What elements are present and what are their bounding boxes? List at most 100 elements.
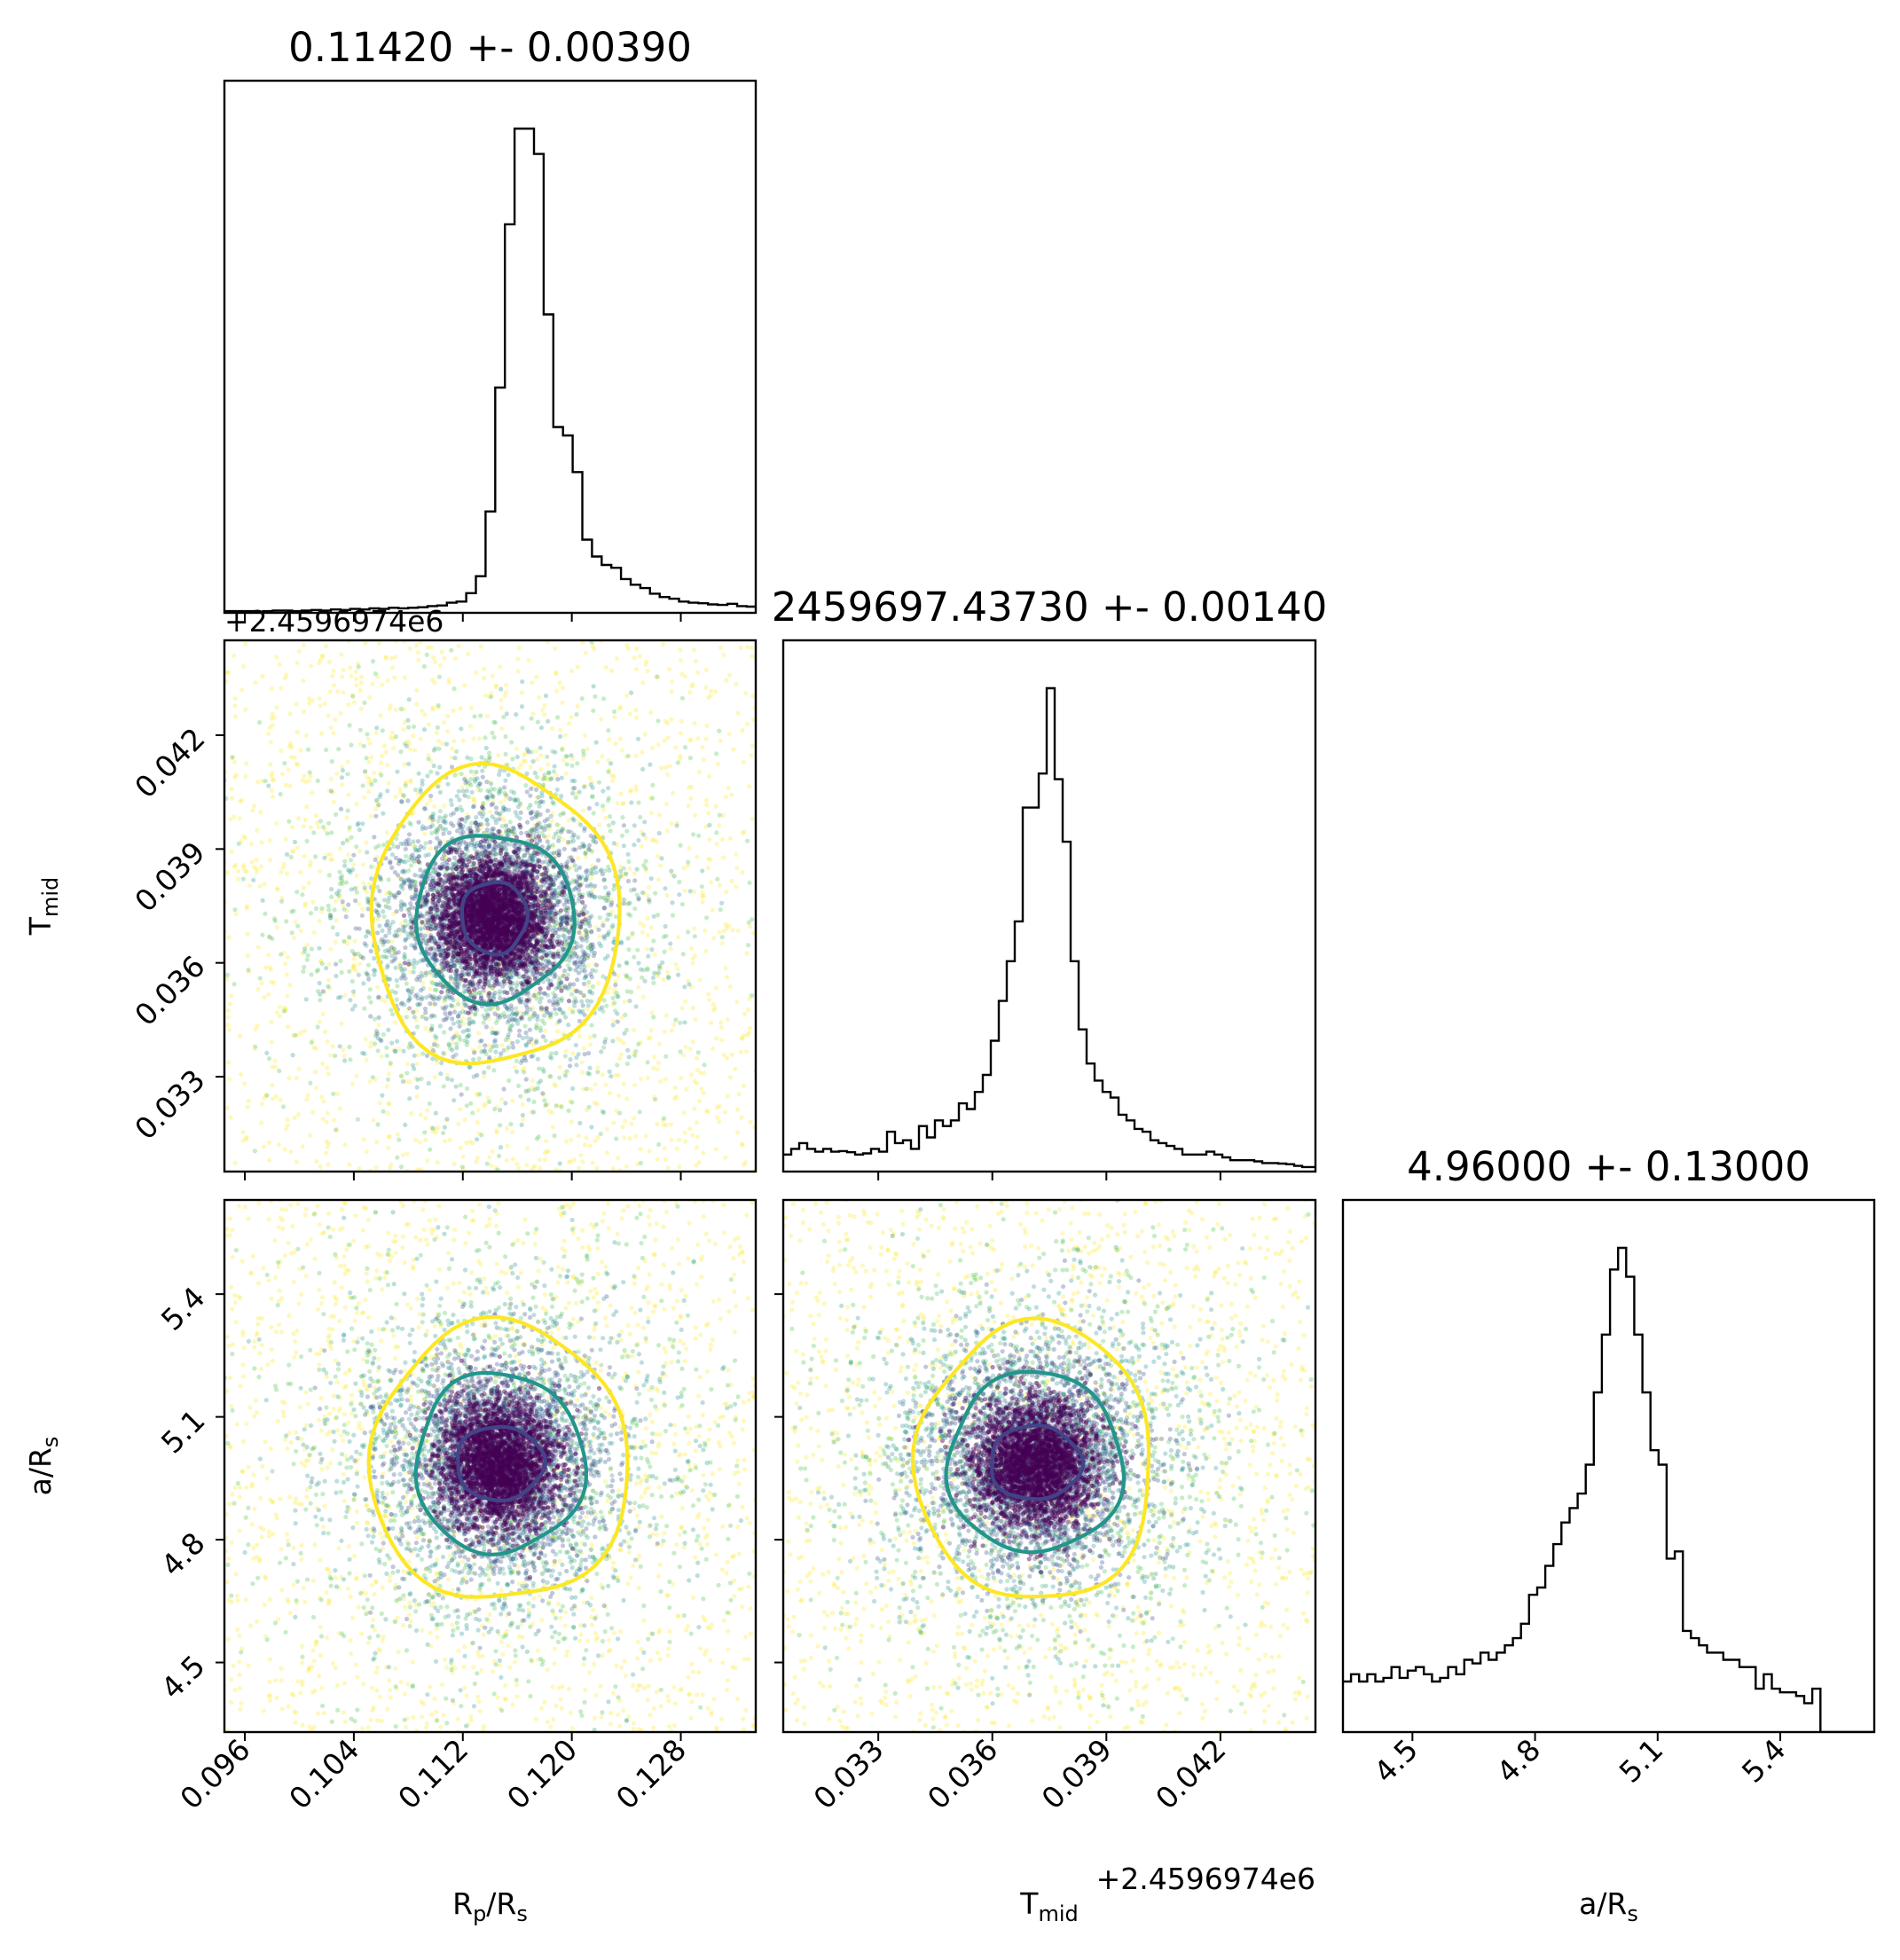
sample-point: [547, 874, 553, 879]
sample-point: [350, 989, 357, 994]
sample-point: [534, 1025, 539, 1031]
sample-point: [255, 945, 261, 950]
sample-point: [387, 1133, 392, 1139]
sample-point: [764, 742, 768, 747]
sample-point: [531, 1099, 537, 1104]
sample-point: [746, 1030, 752, 1035]
sample-point: [384, 1045, 389, 1050]
sample-point: [744, 721, 750, 727]
sample-point: [393, 956, 398, 961]
sample-point: [503, 827, 509, 833]
sample-point: [277, 1004, 282, 1009]
sample-point: [703, 685, 709, 690]
sample-point: [406, 858, 412, 863]
sample-point: [639, 843, 644, 849]
sample-point: [463, 819, 468, 824]
sample-point: [510, 1040, 515, 1046]
sample-point: [349, 1007, 355, 1012]
sample-point: [440, 741, 445, 747]
sample-point: [571, 1000, 577, 1005]
sample-point: [704, 803, 710, 808]
sample-point: [421, 727, 428, 733]
sample-point: [441, 1130, 446, 1136]
sample-point: [434, 981, 439, 986]
sample-point: [426, 753, 431, 758]
sample-point: [505, 976, 511, 982]
sample-point: [284, 672, 289, 678]
sample-point: [274, 820, 279, 826]
sample-point: [462, 1002, 468, 1007]
sample-point: [583, 877, 588, 882]
sample-point: [595, 981, 601, 986]
sample-point: [587, 915, 593, 921]
sample-point: [584, 932, 589, 937]
sample-point: [665, 974, 671, 979]
sample-point: [443, 855, 448, 860]
sample-point: [523, 1030, 529, 1036]
sample-point: [696, 769, 702, 775]
sample-point: [392, 675, 397, 680]
sample-point: [402, 741, 407, 747]
sample-point: [567, 721, 572, 726]
sample-point: [405, 1007, 411, 1013]
sample-point: [448, 1026, 453, 1031]
sample-point: [439, 908, 444, 913]
sample-point: [546, 834, 552, 839]
sample-point: [400, 886, 405, 891]
sample-point: [259, 840, 264, 845]
sample-point: [369, 876, 374, 882]
sample-point: [316, 825, 321, 830]
sample-point: [270, 794, 275, 800]
sample-point: [431, 870, 436, 875]
sample-point: [396, 961, 402, 967]
sample-point: [601, 934, 607, 939]
sample-point: [431, 973, 436, 978]
sample-point: [577, 1008, 582, 1014]
sample-point: [462, 793, 467, 798]
sample-point: [606, 932, 611, 937]
sample-point: [450, 746, 455, 751]
sample-point: [373, 778, 378, 783]
sample-point: [497, 772, 502, 778]
sample-point: [372, 956, 377, 961]
sample-point: [581, 981, 587, 986]
sample-point: [612, 715, 617, 720]
sample-point: [431, 763, 436, 769]
sample-point: [633, 1004, 639, 1009]
sample-point: [561, 1070, 568, 1076]
sample-point: [706, 695, 711, 701]
sample-point: [505, 1047, 510, 1053]
sample-point: [600, 1109, 605, 1114]
sample-point: [600, 804, 606, 809]
sample-point: [386, 877, 391, 882]
sample-point: [588, 782, 593, 788]
sample-point: [347, 968, 352, 974]
sample-point: [532, 771, 538, 776]
sample-point: [499, 960, 504, 965]
sample-point: [601, 696, 607, 702]
sample-point: [645, 916, 650, 921]
sample-point: [703, 797, 710, 803]
sample-point: [342, 906, 347, 912]
sample-point: [483, 1007, 489, 1013]
sample-point: [563, 754, 569, 759]
sample-point: [483, 854, 488, 859]
sample-point: [406, 1043, 412, 1048]
sample-point: [268, 740, 273, 745]
sample-point: [342, 938, 347, 944]
sample-point: [388, 976, 393, 982]
sample-point: [514, 864, 520, 869]
sample-point: [636, 960, 641, 966]
sample-point: [662, 738, 667, 743]
sample-point: [689, 684, 695, 689]
sample-point: [283, 1007, 288, 1012]
sample-point: [718, 738, 723, 743]
sample-point: [285, 993, 290, 999]
sample-point: [294, 1075, 299, 1081]
sample-point: [306, 696, 312, 702]
sample-point: [567, 1159, 572, 1164]
sample-point: [480, 913, 485, 918]
sample-point: [354, 885, 359, 890]
sample-point: [310, 899, 316, 905]
sample-point: [599, 619, 603, 623]
